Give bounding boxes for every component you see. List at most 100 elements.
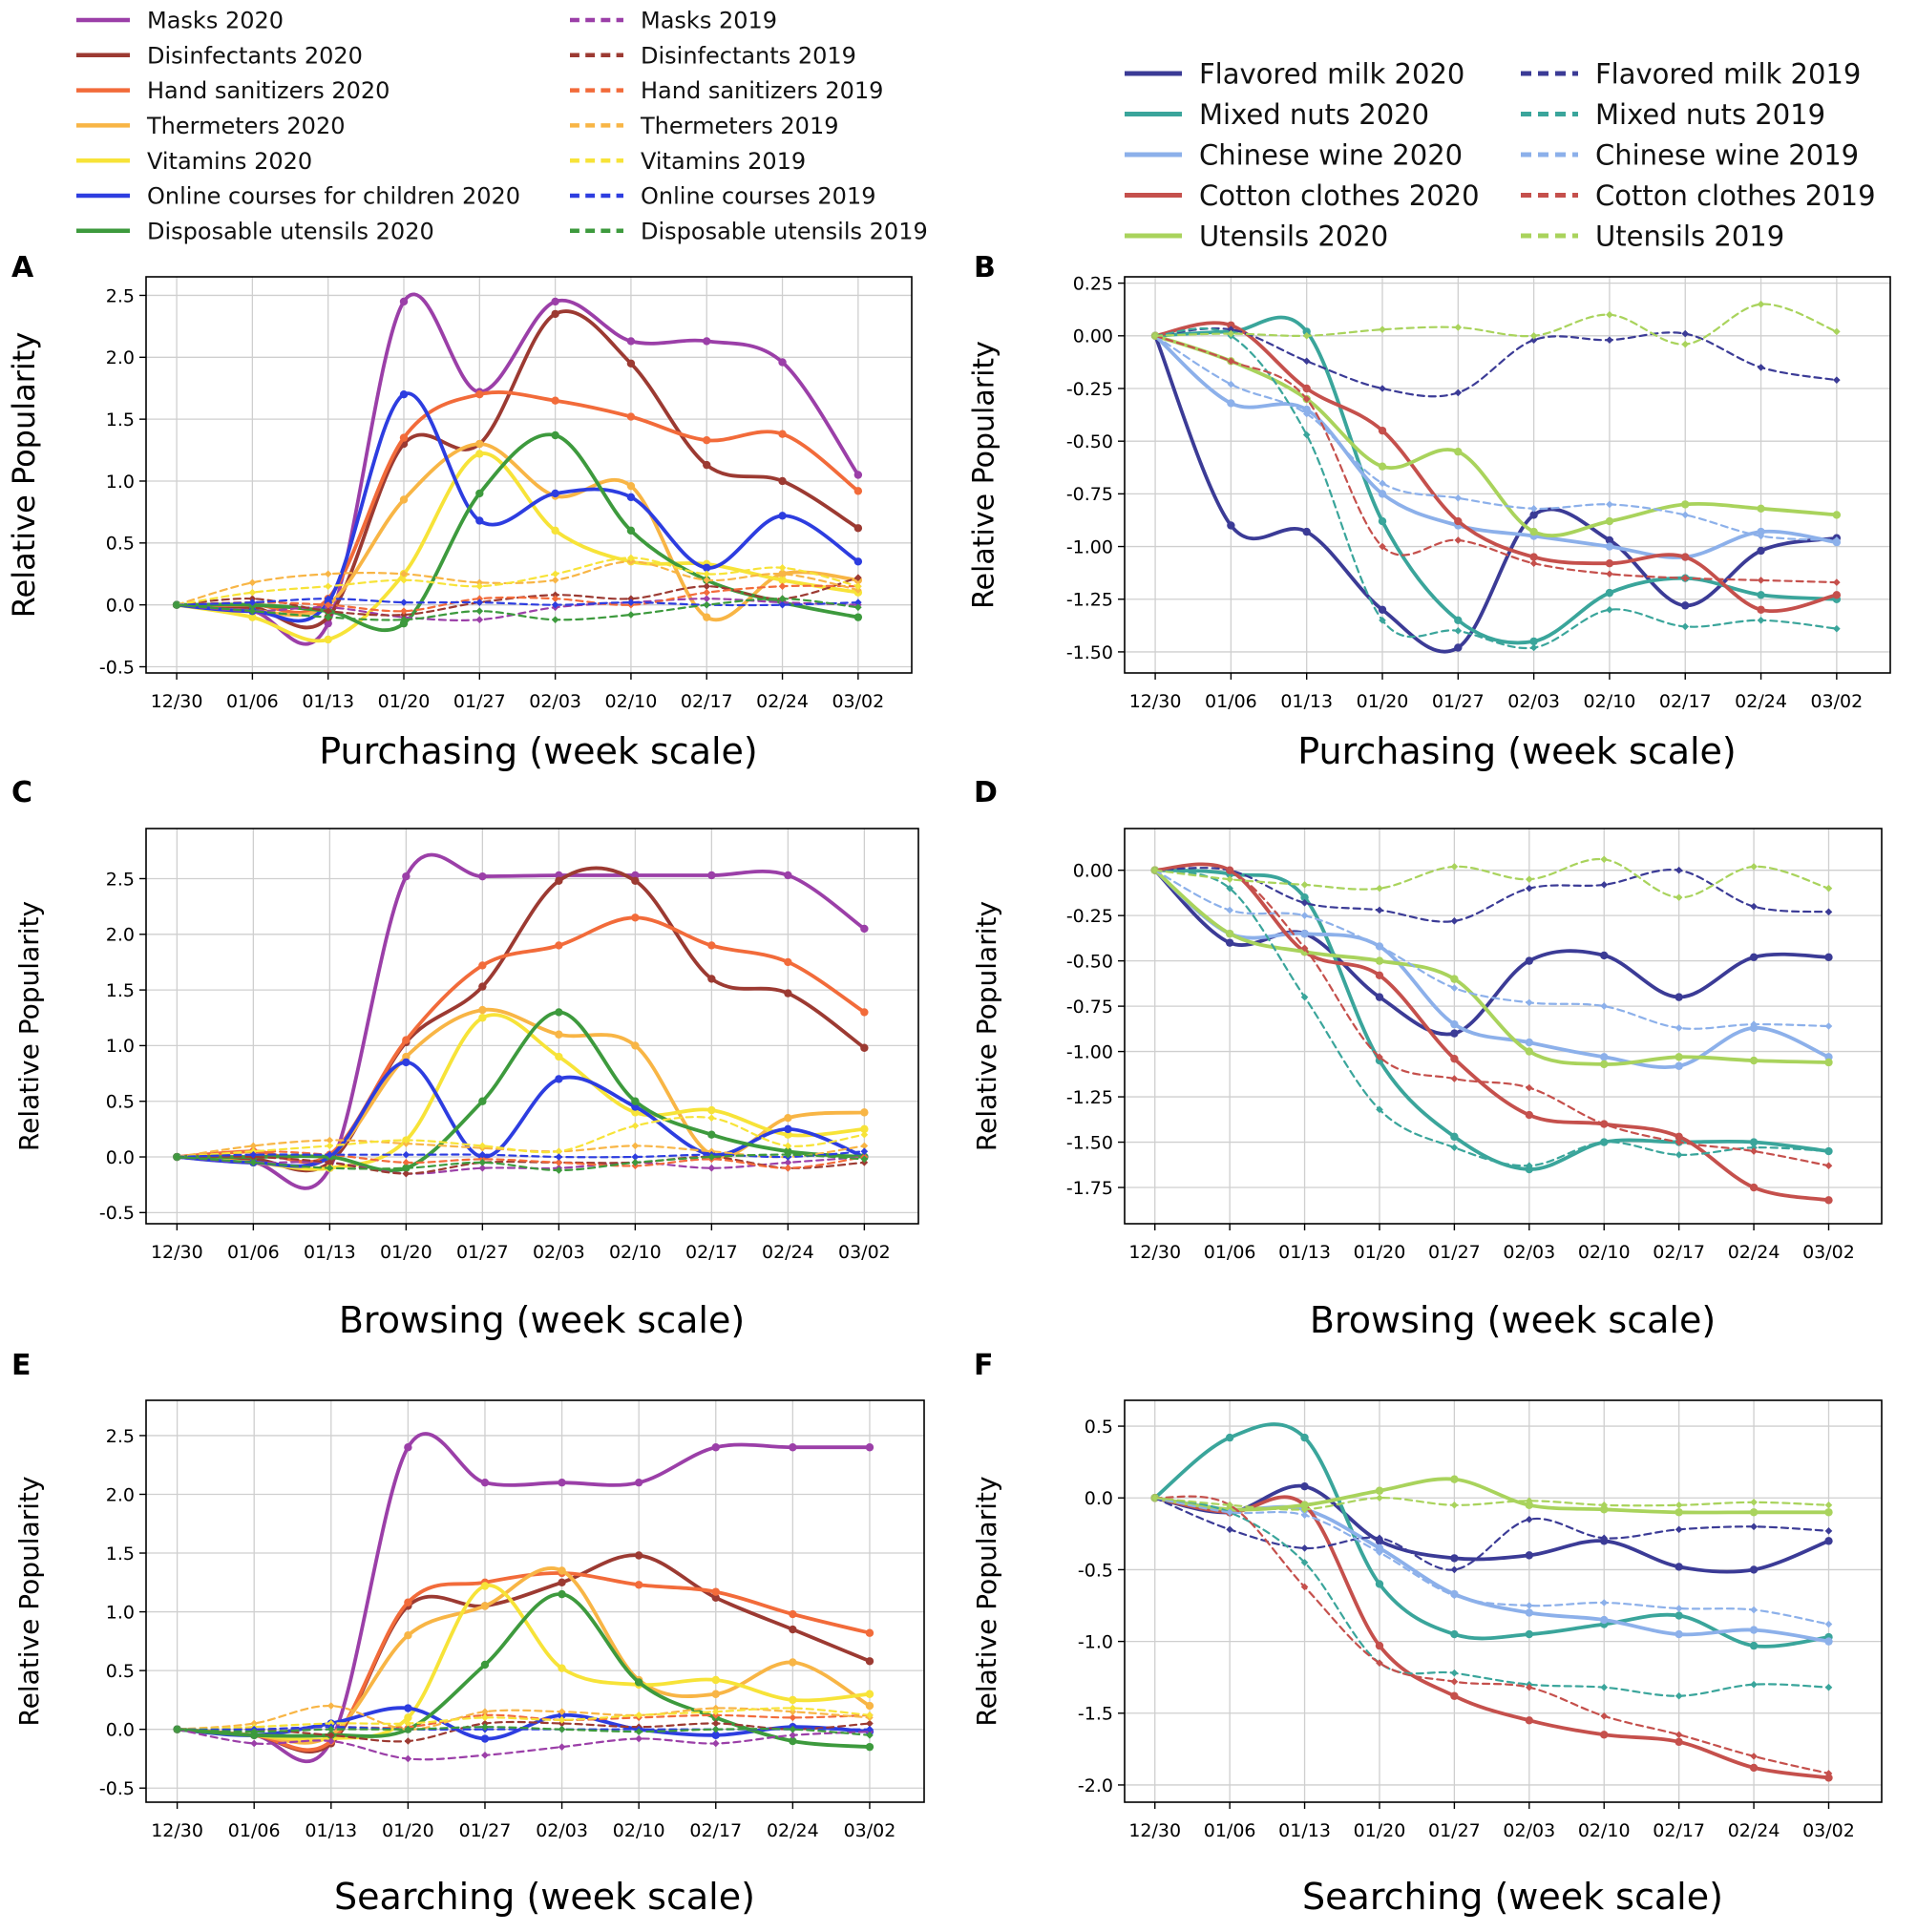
data-point bbox=[854, 582, 862, 591]
data-point bbox=[1681, 340, 1690, 348]
x-axis-label: Purchasing (week scale) bbox=[319, 730, 758, 772]
data-point bbox=[173, 600, 180, 609]
plot-frame bbox=[145, 1399, 925, 1803]
data-point bbox=[481, 1708, 489, 1716]
data-point bbox=[402, 1169, 411, 1178]
series-line-thermeters-2019 bbox=[176, 1704, 872, 1731]
data-point bbox=[707, 1114, 716, 1123]
y-tick-label: 0.0 bbox=[106, 1720, 135, 1741]
data-point bbox=[248, 598, 257, 606]
y-tick-label: -0.25 bbox=[1066, 906, 1113, 927]
y-tick-label: -1.0 bbox=[1078, 1631, 1113, 1652]
data-point bbox=[558, 1566, 566, 1575]
data-point bbox=[634, 1478, 643, 1487]
data-point bbox=[1450, 1591, 1459, 1600]
data-point bbox=[1376, 1659, 1383, 1667]
data-point bbox=[1300, 1511, 1309, 1520]
y-tick-label: 0.0 bbox=[1085, 1488, 1113, 1509]
data-point bbox=[402, 1159, 411, 1166]
series-line-hand-sanitizers-2019 bbox=[176, 1150, 866, 1169]
series-line-thermeters-2020 bbox=[175, 1566, 872, 1745]
data-point bbox=[1225, 1433, 1234, 1442]
data-point bbox=[326, 1164, 334, 1172]
data-point bbox=[707, 1153, 716, 1161]
data-point bbox=[1675, 1525, 1683, 1534]
data-point bbox=[324, 595, 332, 602]
x-tick-label: 01/13 bbox=[302, 691, 354, 712]
data-point bbox=[1757, 527, 1765, 536]
legend-label: Disinfectants 2020 bbox=[147, 42, 363, 69]
data-point bbox=[551, 616, 559, 624]
data-point bbox=[1600, 1120, 1609, 1128]
data-point bbox=[860, 1130, 869, 1139]
data-point bbox=[324, 607, 332, 615]
x-tick-label: 02/10 bbox=[605, 691, 658, 712]
data-point bbox=[1226, 875, 1233, 883]
data-point bbox=[324, 635, 332, 644]
legend-label: Utensils 2020 bbox=[1199, 220, 1388, 252]
x-tick-label: 12/30 bbox=[1129, 691, 1182, 712]
data-point bbox=[1675, 1024, 1683, 1032]
series-line-cotton-clothes-2019 bbox=[1153, 1495, 1830, 1774]
legend-label: Disposable utensils 2019 bbox=[641, 218, 928, 244]
x-tick-label: 02/24 bbox=[756, 691, 809, 712]
data-point bbox=[1824, 1770, 1833, 1777]
x-tick-label: 02/24 bbox=[1735, 691, 1787, 712]
data-point bbox=[173, 1153, 181, 1161]
data-point bbox=[404, 1704, 412, 1712]
data-point bbox=[711, 1708, 720, 1716]
data-point bbox=[634, 1581, 643, 1589]
data-point bbox=[1450, 1132, 1459, 1142]
data-point bbox=[1450, 975, 1459, 983]
data-point bbox=[703, 337, 711, 346]
data-point bbox=[853, 557, 863, 566]
x-tick-label: 02/17 bbox=[689, 1820, 742, 1841]
data-point bbox=[400, 616, 408, 624]
data-point bbox=[551, 591, 559, 599]
data-point bbox=[327, 1725, 335, 1733]
data-point bbox=[1300, 1501, 1309, 1509]
legend-right: Flavored milk 2020 Mixed nuts 2020 Chinese… bbox=[1125, 57, 1876, 252]
data-point bbox=[1681, 574, 1690, 582]
data-point bbox=[1454, 448, 1463, 456]
data-point bbox=[853, 524, 863, 533]
data-point bbox=[558, 1664, 566, 1672]
data-point bbox=[1824, 908, 1833, 916]
series-line-utensils-2019 bbox=[1154, 303, 1838, 346]
data-point bbox=[1600, 855, 1609, 864]
data-point bbox=[1824, 1196, 1833, 1205]
data-point bbox=[1750, 1753, 1758, 1760]
data-point bbox=[1824, 1508, 1833, 1517]
data-point bbox=[1450, 1629, 1459, 1639]
y-axis-label: Relative Popularity bbox=[968, 341, 1001, 609]
series-line-online-courses-for-children-2020 bbox=[175, 1706, 872, 1741]
legend-label: Vitamins 2020 bbox=[147, 148, 312, 175]
y-tick-label: 2.5 bbox=[106, 869, 135, 890]
x-tick-label: 01/20 bbox=[1357, 691, 1409, 712]
y-tick-label: 2.0 bbox=[106, 925, 135, 946]
data-point bbox=[860, 1147, 869, 1155]
data-point bbox=[1600, 1683, 1609, 1691]
data-point bbox=[853, 613, 863, 621]
data-point bbox=[1376, 942, 1383, 951]
legend-label: Utensils 2019 bbox=[1595, 220, 1784, 252]
y-tick-label: 2.0 bbox=[106, 1484, 135, 1505]
series-line-chinese-wine-2020 bbox=[1152, 868, 1831, 1070]
data-point bbox=[1675, 993, 1683, 1001]
y-tick-label: 0.5 bbox=[1085, 1417, 1113, 1438]
data-point bbox=[865, 1701, 874, 1711]
data-point bbox=[1675, 1053, 1683, 1061]
data-point bbox=[631, 1142, 640, 1150]
data-point bbox=[1227, 321, 1235, 329]
panel-f: F -2.0 -1.5 -1.0 -0.5 0.0 0.5 12/30 01/06 01/13 01… bbox=[971, 1349, 1883, 1918]
y-tick-label: -0.50 bbox=[1066, 431, 1113, 452]
data-point bbox=[249, 1142, 258, 1150]
data-point bbox=[1300, 929, 1309, 938]
data-point bbox=[789, 1725, 797, 1733]
data-point bbox=[1225, 938, 1234, 947]
series-line-mixed-nuts-2019 bbox=[1153, 1497, 1830, 1697]
data-point bbox=[778, 582, 787, 591]
data-point bbox=[327, 1702, 335, 1710]
data-point bbox=[860, 1155, 869, 1164]
data-point bbox=[1600, 1731, 1609, 1739]
